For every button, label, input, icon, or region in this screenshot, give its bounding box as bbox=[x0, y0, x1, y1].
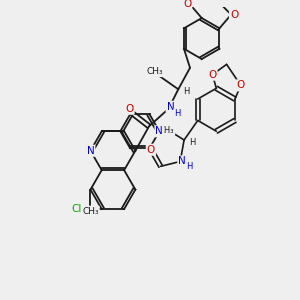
Text: H: H bbox=[189, 138, 195, 147]
Text: O: O bbox=[237, 80, 245, 90]
Text: O: O bbox=[230, 10, 238, 20]
Text: H: H bbox=[183, 87, 189, 96]
Text: O: O bbox=[125, 104, 134, 114]
Text: O: O bbox=[147, 145, 155, 155]
Text: H: H bbox=[174, 109, 181, 118]
Text: CH₃: CH₃ bbox=[82, 207, 99, 216]
Text: CH₃: CH₃ bbox=[147, 67, 163, 76]
Text: Cl: Cl bbox=[71, 204, 82, 214]
Text: N: N bbox=[178, 157, 186, 166]
Text: O: O bbox=[183, 0, 191, 9]
Text: N: N bbox=[87, 146, 94, 156]
Text: N: N bbox=[155, 126, 163, 136]
Text: H: H bbox=[186, 162, 192, 171]
Text: O: O bbox=[208, 70, 217, 80]
Text: N: N bbox=[167, 102, 174, 112]
Text: CH₃: CH₃ bbox=[159, 126, 174, 135]
